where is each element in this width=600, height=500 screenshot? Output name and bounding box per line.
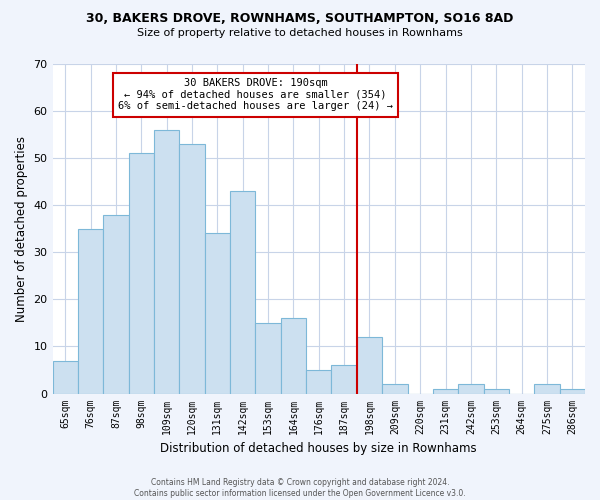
Text: Size of property relative to detached houses in Rownhams: Size of property relative to detached ho… — [137, 28, 463, 38]
Text: Contains HM Land Registry data © Crown copyright and database right 2024.
Contai: Contains HM Land Registry data © Crown c… — [134, 478, 466, 498]
Bar — [205, 234, 230, 394]
Bar — [53, 360, 78, 394]
Bar — [256, 323, 281, 394]
Bar — [179, 144, 205, 394]
Bar — [306, 370, 331, 394]
Bar — [458, 384, 484, 394]
Bar — [357, 337, 382, 394]
Bar — [128, 154, 154, 394]
Bar — [281, 318, 306, 394]
Text: 30, BAKERS DROVE, ROWNHAMS, SOUTHAMPTON, SO16 8AD: 30, BAKERS DROVE, ROWNHAMS, SOUTHAMPTON,… — [86, 12, 514, 26]
Bar — [230, 191, 256, 394]
Bar — [78, 229, 103, 394]
Bar — [534, 384, 560, 394]
Bar — [560, 389, 585, 394]
Bar — [433, 389, 458, 394]
Bar — [154, 130, 179, 394]
Bar — [484, 389, 509, 394]
Bar — [382, 384, 407, 394]
Y-axis label: Number of detached properties: Number of detached properties — [15, 136, 28, 322]
Bar — [103, 214, 128, 394]
Text: 30 BAKERS DROVE: 190sqm
← 94% of detached houses are smaller (354)
6% of semi-de: 30 BAKERS DROVE: 190sqm ← 94% of detache… — [118, 78, 393, 112]
X-axis label: Distribution of detached houses by size in Rownhams: Distribution of detached houses by size … — [160, 442, 477, 455]
Bar — [331, 366, 357, 394]
